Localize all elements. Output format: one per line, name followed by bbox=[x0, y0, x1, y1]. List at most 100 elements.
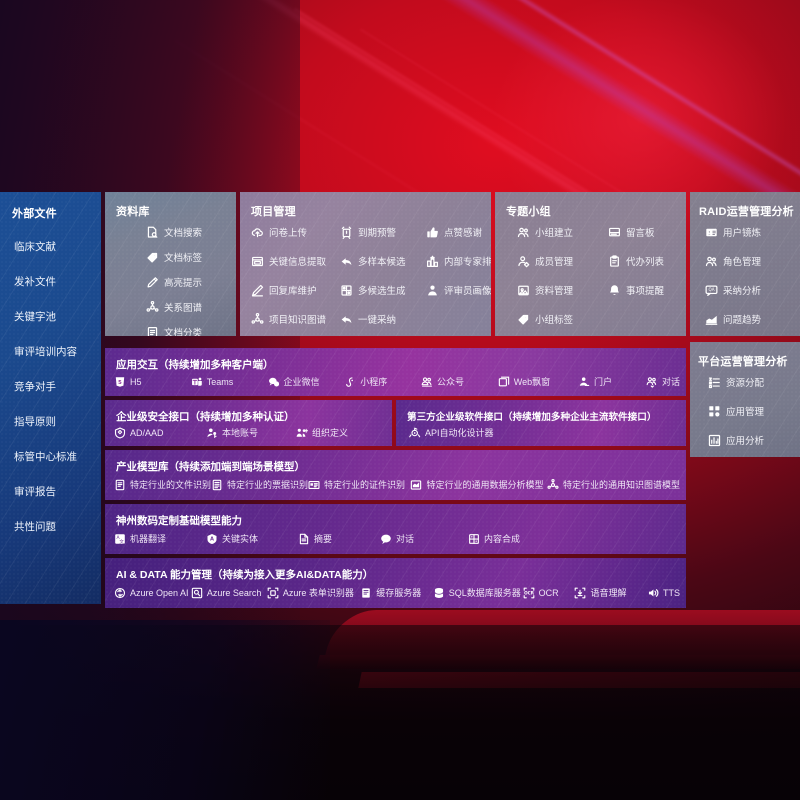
row-industry-title: 产业模型库（持续添加端到端场景模型） bbox=[116, 461, 305, 473]
menu-item-label: 小组建立 bbox=[535, 228, 574, 239]
row-thirdparty-title: 第三方企业级软件接口（持续增加多种企业主流软件接口） bbox=[407, 412, 657, 423]
chip-cache-server[interactable]: 缓存服务器 bbox=[360, 586, 433, 599]
row-ai-data-capability: AI & DATA 能力管理（持续为接入更多AI&DATA能力） Azure O… bbox=[105, 558, 686, 608]
analysis-icon bbox=[708, 434, 721, 447]
row-app-interaction-title: 应用交互（持续增加多种客户端） bbox=[116, 359, 274, 371]
row-ai-data-title: AI & DATA 能力管理（持续为接入更多AI&DATA能力） bbox=[116, 569, 374, 581]
graph-icon bbox=[251, 312, 264, 326]
menu-item-user-profile[interactable]: 用户镜炼 bbox=[705, 225, 761, 239]
chip-label: 特定行业的文件识别 bbox=[130, 480, 212, 490]
chip-official-account[interactable]: 公众号 bbox=[421, 375, 498, 388]
ocr-icon: OCR bbox=[523, 587, 535, 599]
archive-icon bbox=[517, 284, 530, 297]
form-recognizer-icon bbox=[267, 587, 279, 599]
teams-icon bbox=[191, 376, 203, 388]
chip-ad-aad[interactable]: AD/AAD bbox=[114, 426, 206, 439]
ranking-icon bbox=[426, 255, 439, 268]
chip-web-window[interactable]: Web飘窗 bbox=[498, 375, 578, 388]
official-account-icon bbox=[421, 376, 433, 388]
menu-item-issue-trend[interactable]: 问题趋势 bbox=[705, 312, 761, 326]
sidebar-item-4[interactable]: 竞争对手 bbox=[14, 381, 56, 393]
summary-icon bbox=[298, 533, 310, 545]
menu-item-highlight[interactable]: 高亮提示 bbox=[146, 275, 202, 289]
chip-receipt-recognition[interactable]: 特定行业的票据识别 bbox=[211, 478, 308, 491]
menu-item-material-management[interactable]: 资料管理 bbox=[517, 283, 573, 297]
sidebar-item-6[interactable]: 标管中心标准 bbox=[14, 451, 77, 463]
chip-azure-search[interactable]: Azure Search bbox=[191, 587, 267, 599]
menu-item-expiry-alert[interactable]: 到期预警 bbox=[340, 225, 396, 239]
sidebar-item-7[interactable]: 审评报告 bbox=[14, 486, 56, 498]
chip-file-recognition[interactable]: 特定行业的文件识别 bbox=[114, 478, 211, 491]
sidebar-item-5[interactable]: 指导原则 bbox=[14, 416, 56, 428]
chip-label: Azure 表单识别器 bbox=[282, 588, 354, 598]
menu-item-project-graph[interactable]: 项目知识图谱 bbox=[251, 312, 326, 326]
menu-item-adoption-analysis[interactable]: QA 采纳分析 bbox=[705, 283, 761, 297]
menu-item-label: 文档搜索 bbox=[164, 228, 203, 239]
menu-item-doc-category[interactable]: 文档分类 bbox=[146, 325, 202, 336]
menu-item-app-management[interactable]: 应用管理 bbox=[708, 404, 764, 418]
menu-item-doc-search[interactable]: 文档搜索 bbox=[146, 225, 202, 239]
sidebar-item-1[interactable]: 发补文件 bbox=[14, 276, 56, 288]
menu-item-message-board[interactable]: 留言板 bbox=[608, 225, 655, 239]
chip-chat[interactable]: 对话 bbox=[380, 532, 468, 545]
chat-icon bbox=[380, 533, 392, 545]
menu-item-multi-sample[interactable]: 多样本候选 bbox=[340, 254, 406, 268]
menu-item-thanks[interactable]: 点赞感谢 bbox=[426, 225, 482, 239]
sidebar-item-3[interactable]: 审评培训内容 bbox=[14, 346, 77, 358]
openai-icon bbox=[114, 587, 126, 599]
chip-api-designer[interactable]: API自动化设计器 bbox=[409, 426, 494, 439]
web-window-icon bbox=[498, 376, 510, 388]
chip-wechat-work[interactable]: 企业微信 bbox=[268, 375, 345, 388]
chip-ocr[interactable]: OCR OCR bbox=[523, 587, 575, 599]
chip-data-analysis-model[interactable]: 特定行业的通用数据分析模型 bbox=[410, 478, 547, 491]
menu-item-app-analysis[interactable]: 应用分析 bbox=[708, 433, 764, 447]
chip-speech-understanding[interactable]: 语音理解 bbox=[574, 586, 647, 599]
menu-item-one-click-adopt[interactable]: 一键采纳 bbox=[340, 312, 396, 326]
menu-item-doc-tag[interactable]: 文档标签 bbox=[146, 250, 202, 264]
menu-item-group-tag[interactable]: 小组标签 bbox=[517, 312, 573, 326]
chip-org-definition[interactable]: 组织定义 bbox=[296, 426, 348, 439]
chip-content-synthesis[interactable]: 内容合成 bbox=[468, 532, 520, 545]
menu-item-todo-list[interactable]: 代办列表 bbox=[608, 254, 664, 268]
menu-item-questionnaire-upload[interactable]: 问卷上传 bbox=[251, 225, 307, 239]
menu-item-role-management[interactable]: 角色管理 bbox=[705, 254, 761, 268]
menu-item-group-create[interactable]: 小组建立 bbox=[517, 225, 573, 239]
chip-knowledge-graph-model[interactable]: 特定行业的通用知识图谱模型 bbox=[547, 478, 680, 491]
chip-idcard-recognition[interactable]: 特定行业的证件识别 bbox=[308, 478, 410, 491]
row-enterprise-security: 企业级安全接口（持续增加多种认证） AD/AAD 本地账号 组织定义 bbox=[105, 400, 392, 446]
chip-miniprogram[interactable]: 小程序 bbox=[344, 375, 421, 388]
svg-text:QA: QA bbox=[709, 286, 715, 291]
chip-sql-server[interactable]: SQL数据库服务器 bbox=[433, 586, 523, 599]
menu-item-key-info-extract[interactable]: 关键信息提取 bbox=[251, 254, 326, 268]
graph-icon bbox=[547, 478, 559, 491]
menu-item-member-management[interactable]: 成员管理 bbox=[517, 254, 573, 268]
menu-item-multi-candidate[interactable]: 多候选生成 bbox=[340, 283, 406, 297]
chip-tts[interactable]: TTS bbox=[647, 587, 680, 599]
menu-item-reply-library[interactable]: 回复库维护 bbox=[251, 283, 317, 297]
menu-item-expert-ranking[interactable]: 内部专家排名 bbox=[426, 254, 491, 268]
qa-chat-icon: QA bbox=[705, 284, 718, 297]
sidebar-item-2[interactable]: 关键字池 bbox=[14, 311, 56, 323]
menu-item-label: 采纳分析 bbox=[723, 286, 762, 297]
menu-item-resource-allocation[interactable]: 资源分配 bbox=[708, 375, 764, 389]
chip-dialog[interactable]: 对话 bbox=[646, 375, 680, 388]
menu-item-reviewer-profile[interactable]: 评审员画像 bbox=[426, 283, 491, 297]
menu-item-reminder[interactable]: 事项提醒 bbox=[608, 283, 664, 297]
wechat-work-icon bbox=[268, 376, 280, 388]
sidebar-item-0[interactable]: 临床文献 bbox=[14, 241, 56, 253]
menu-item-label: 问题趋势 bbox=[723, 315, 762, 326]
chip-portal[interactable]: 门户 bbox=[578, 375, 646, 388]
menu-item-knowledge-graph[interactable]: 关系图谱 bbox=[146, 300, 202, 314]
chip-form-recognizer[interactable]: Azure 表单识别器 bbox=[267, 586, 360, 599]
svg-text:5: 5 bbox=[118, 379, 122, 385]
chip-key-entity[interactable]: A 关键实体 bbox=[206, 532, 298, 545]
chip-h5[interactable]: 5 H5 bbox=[114, 376, 191, 388]
chip-teams[interactable]: Teams bbox=[191, 376, 268, 388]
chip-summary[interactable]: 摘要 bbox=[298, 532, 380, 545]
sidebar-item-8[interactable]: 共性问题 bbox=[14, 521, 56, 533]
chip-local-account[interactable]: 本地账号 bbox=[206, 426, 296, 439]
chip-label: 摘要 bbox=[314, 534, 333, 544]
chip-azure-openai[interactable]: Azure Open AI bbox=[114, 587, 191, 599]
